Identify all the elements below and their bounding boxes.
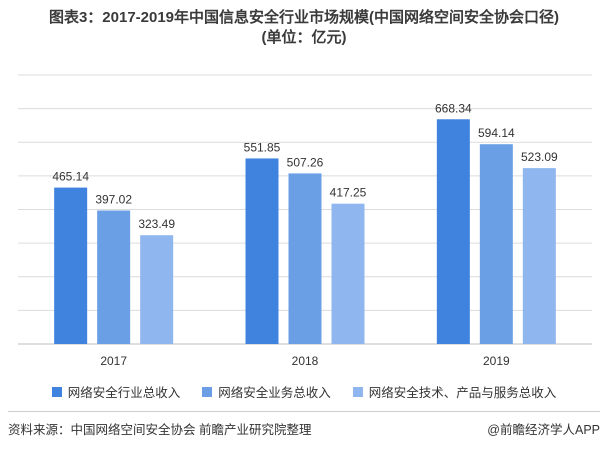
bar-2017-series-0: [54, 187, 88, 344]
data-label-2019-series-2: 523.09: [521, 150, 558, 164]
bar-2019-series-1: [479, 144, 513, 344]
bar-2019-series-0: [436, 119, 470, 344]
credit-note: @前瞻经济学人APP: [487, 423, 600, 437]
data-label-2018-series-1: 507.26: [287, 155, 324, 169]
chart-title-line1: 图表3：2017-2019年中国信息安全行业市场规模(中国网络空间安全协会口径): [48, 9, 560, 26]
chart-title: 图表3：2017-2019年中国信息安全行业市场规模(中国网络空间安全协会口径)…: [0, 8, 608, 48]
data-label-2019-series-0: 668.34: [435, 101, 472, 115]
data-label-2019-series-1: 594.14: [478, 126, 515, 140]
legend: 网络安全行业总收入 网络安全业务总收入 网络安全技术、产品与服务总收入: [0, 382, 608, 401]
legend-item-total-business: 网络安全业务总收入: [202, 382, 331, 401]
legend-label: 网络安全业务总收入: [218, 386, 331, 400]
data-label-2018-series-2: 417.25: [330, 186, 367, 200]
legend-swatch: [352, 386, 363, 397]
x-tick-label-2017: 2017: [100, 354, 127, 368]
data-label-2017-series-0: 465.14: [52, 170, 89, 184]
x-tick-label-2018: 2018: [292, 354, 319, 368]
legend-label: 网络安全技术、产品与服务总收入: [368, 386, 557, 400]
legend-swatch: [51, 386, 62, 397]
bar-2018-series-1: [288, 173, 322, 344]
bar-2017-series-1: [97, 210, 131, 344]
data-labels: 465.14 397.02 323.49 551.85 507.26 417.25 668.…: [52, 101, 558, 231]
legend-label: 网络安全行业总收入: [67, 386, 181, 400]
data-label-2017-series-1: 397.02: [95, 193, 132, 207]
bar-2018-series-0: [245, 158, 279, 344]
legend-item-tech-products-services: 网络安全技术、产品与服务总收入: [352, 382, 557, 401]
data-label-2018-series-0: 551.85: [244, 140, 281, 154]
legend-item-total-industry: 网络安全行业总收入: [51, 382, 181, 401]
bar-2017-series-2: [140, 235, 174, 344]
bar-2019-series-2: [522, 168, 556, 344]
chart-title-line2: (单位：亿元): [261, 29, 347, 46]
footer-divider: [8, 411, 600, 412]
source-note: 资料来源：中国网络空间安全协会 前瞻产业研究院整理: [8, 423, 312, 437]
legend-swatch: [202, 386, 213, 397]
bar-2018-series-2: [331, 203, 365, 344]
x-axis-ticks: 2017 2018 2019: [100, 354, 510, 368]
data-label-2017-series-2: 323.49: [138, 217, 175, 231]
bars: [54, 119, 556, 344]
x-tick-label-2019: 2019: [483, 354, 510, 368]
